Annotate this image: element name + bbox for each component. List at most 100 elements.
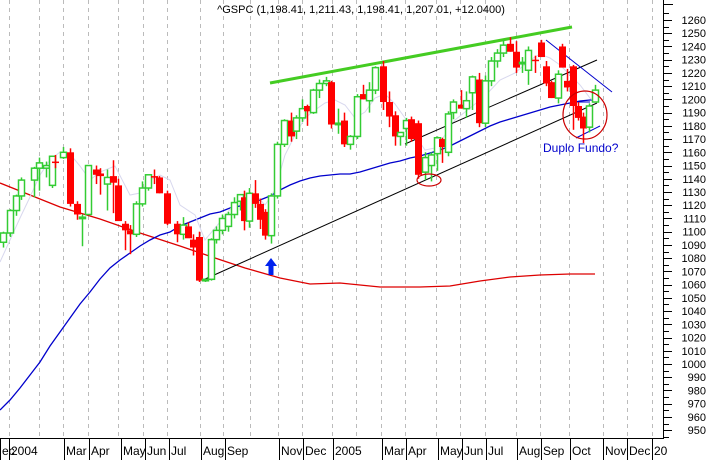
x-axis-label: Jul xyxy=(488,444,503,458)
candle-up xyxy=(585,103,594,133)
candle-down xyxy=(415,120,422,179)
x-axis-label: Dec xyxy=(305,444,326,458)
candle-body xyxy=(439,139,446,148)
candle-down xyxy=(538,39,545,58)
candle-body xyxy=(115,185,122,222)
candle-body xyxy=(224,213,233,228)
candle-body xyxy=(245,192,254,222)
candle-body xyxy=(151,176,158,178)
candle-body xyxy=(415,123,422,175)
candle-body xyxy=(298,107,307,119)
candle-up xyxy=(78,214,87,247)
candle-up xyxy=(103,169,112,211)
candle-down xyxy=(304,104,311,126)
x-axis-label: Aug xyxy=(203,444,224,458)
candle-body xyxy=(341,120,348,145)
y-axis-label: 1030 xyxy=(682,319,706,331)
y-axis-label: 1180 xyxy=(682,121,706,133)
y-axis-label: 1230 xyxy=(682,55,706,67)
candle-body xyxy=(481,80,490,124)
candle-body xyxy=(371,66,380,91)
x-axis-label: Mar xyxy=(384,444,405,458)
y-axis-label: 990 xyxy=(688,372,706,384)
candle-body xyxy=(538,42,545,58)
candle-body xyxy=(84,164,93,216)
candle-up xyxy=(309,88,318,114)
candle-body xyxy=(190,239,197,248)
candle-up xyxy=(224,211,233,232)
y-axis-label: 1000 xyxy=(682,359,706,371)
arrow-up-icon xyxy=(265,258,277,275)
y-axis-label: 1080 xyxy=(682,253,706,265)
candle-body xyxy=(156,177,163,194)
candle-body xyxy=(78,216,87,220)
candle-up xyxy=(0,231,8,248)
x-axis-label: Sep xyxy=(227,444,249,458)
candle-body xyxy=(591,89,600,103)
candle-up xyxy=(444,111,453,157)
candle-up xyxy=(292,115,301,140)
downtrend-blue-line xyxy=(545,39,613,93)
candle-up xyxy=(396,131,405,146)
candle-up xyxy=(499,39,508,58)
candle-body xyxy=(570,66,577,106)
x-axis-label: ec xyxy=(2,444,15,458)
candle-body xyxy=(468,76,477,94)
candle-body xyxy=(575,105,582,118)
candle-down xyxy=(380,61,387,110)
candle-body xyxy=(262,211,269,236)
candle-up xyxy=(298,99,307,122)
candle-up xyxy=(353,94,362,140)
candle-body xyxy=(132,203,141,236)
candle-body xyxy=(548,82,555,99)
candle-body xyxy=(67,152,74,204)
y-axis-label: 1250 xyxy=(682,28,706,40)
candle-up xyxy=(17,177,26,200)
candle-body xyxy=(559,46,566,68)
candle-down xyxy=(196,231,203,282)
double-bottom-blue-line xyxy=(575,125,601,139)
y-axis-label: 1240 xyxy=(682,41,706,53)
x-axis-label: Apr xyxy=(91,444,110,458)
moving-average-line xyxy=(0,182,595,288)
candle-body xyxy=(48,155,57,187)
candle-body xyxy=(585,105,594,128)
candle-down xyxy=(476,72,483,128)
candle-body xyxy=(518,61,527,65)
candle-down xyxy=(74,201,81,220)
highlight-circle xyxy=(562,90,608,140)
y-axis-label: 1070 xyxy=(682,266,706,278)
y-axis-label: 1060 xyxy=(682,280,706,292)
candle-body xyxy=(0,232,8,244)
candle-down xyxy=(564,68,571,92)
candle-body xyxy=(449,101,458,114)
candle-body xyxy=(292,117,301,132)
candle-down xyxy=(122,221,129,251)
candle-up xyxy=(218,214,227,235)
candle-down xyxy=(559,43,566,68)
candle-down xyxy=(408,116,415,142)
candle-body xyxy=(127,230,134,235)
candle-up xyxy=(427,152,436,182)
candle-down xyxy=(185,222,192,239)
y-axis-label: 1190 xyxy=(682,108,706,120)
moving-average-line xyxy=(0,99,595,411)
y-axis-label: 1120 xyxy=(682,200,706,212)
candle-down xyxy=(164,190,171,226)
candle-down xyxy=(513,41,520,73)
candle-up xyxy=(35,157,44,191)
y-axis-label: 980 xyxy=(688,385,706,397)
candle-up xyxy=(315,79,324,99)
candle-up xyxy=(449,99,458,120)
candle-body xyxy=(365,89,374,102)
x-axis-label: Oct xyxy=(572,444,591,458)
candle-down xyxy=(532,55,539,73)
y-axis-label: 1130 xyxy=(682,187,706,199)
candle-up xyxy=(230,197,239,219)
candle-body xyxy=(309,89,318,114)
candle-up xyxy=(493,49,502,68)
candle-down xyxy=(328,80,335,129)
candle-body xyxy=(507,43,514,52)
candle-body xyxy=(386,102,393,117)
candle-body xyxy=(103,176,112,185)
